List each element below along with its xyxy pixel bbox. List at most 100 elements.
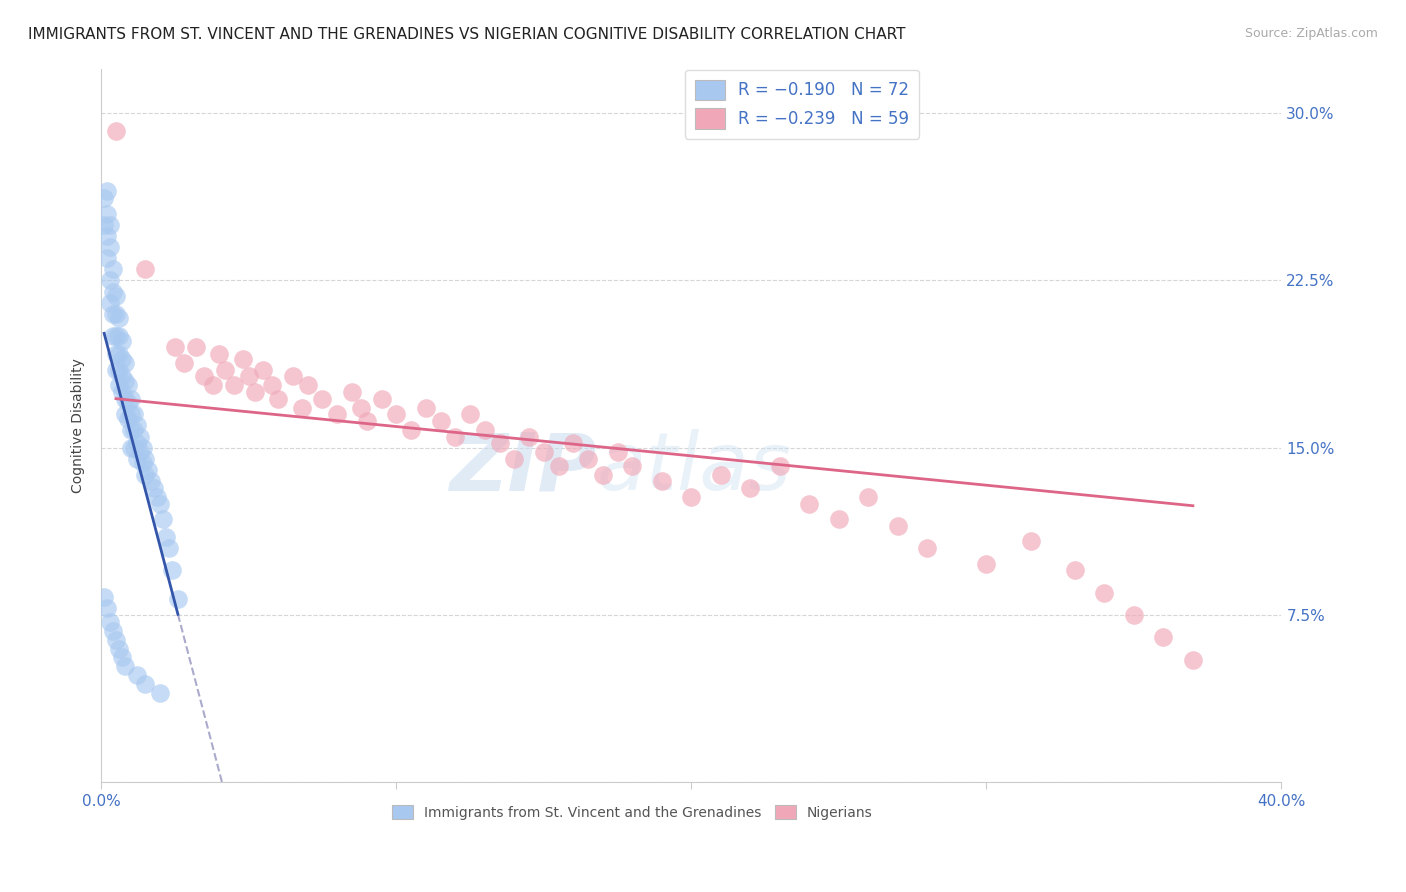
Point [117, 396, 139, 410]
Point [104, 307, 127, 321]
Point [104, 289, 127, 303]
Point [202, 378, 225, 392]
Point [326, 407, 349, 421]
Point [131, 456, 153, 470]
Point [125, 418, 148, 433]
Point [1122, 608, 1144, 623]
Point [340, 384, 363, 399]
Point [111, 351, 134, 366]
Point [96, 206, 118, 220]
Point [108, 311, 131, 326]
Point [769, 458, 792, 473]
Point [222, 378, 245, 392]
Point [163, 340, 186, 354]
Point [149, 496, 172, 510]
Point [111, 384, 134, 399]
Point [120, 407, 142, 421]
Point [122, 407, 145, 421]
Point [173, 356, 195, 370]
Legend: Immigrants from St. Vincent and the Grenadines, Nigerians: Immigrants from St. Vincent and the Gren… [387, 799, 879, 825]
Point [533, 445, 555, 459]
Point [238, 369, 260, 384]
Point [160, 563, 183, 577]
Point [104, 632, 127, 647]
Point [157, 541, 180, 555]
Point [101, 307, 124, 321]
Point [385, 407, 408, 421]
Point [167, 592, 190, 607]
Point [887, 518, 910, 533]
Point [98, 240, 121, 254]
Point [155, 530, 177, 544]
Point [429, 414, 451, 428]
Point [193, 369, 215, 384]
Point [1092, 586, 1115, 600]
Point [101, 624, 124, 638]
Point [547, 458, 569, 473]
Point [122, 441, 145, 455]
Point [681, 490, 703, 504]
Point [111, 369, 134, 384]
Point [1181, 653, 1204, 667]
Point [93, 191, 115, 205]
Point [444, 429, 467, 443]
Point [267, 392, 290, 406]
Point [262, 378, 284, 392]
Point [1152, 631, 1174, 645]
Point [976, 557, 998, 571]
Point [651, 474, 673, 488]
Point [114, 392, 136, 406]
Y-axis label: Cognitive Disability: Cognitive Disability [72, 358, 86, 493]
Point [125, 668, 148, 682]
Point [101, 285, 124, 299]
Point [111, 334, 134, 348]
Point [125, 436, 148, 450]
Point [128, 445, 150, 459]
Point [858, 490, 880, 504]
Point [98, 218, 121, 232]
Point [917, 541, 939, 555]
Point [592, 467, 614, 482]
Point [576, 451, 599, 466]
Text: IMMIGRANTS FROM ST. VINCENT AND THE GRENADINES VS NIGERIAN COGNITIVE DISABILITY : IMMIGRANTS FROM ST. VINCENT AND THE GREN… [28, 27, 905, 42]
Point [108, 378, 131, 392]
Point [125, 451, 148, 466]
Point [281, 369, 304, 384]
Point [474, 423, 496, 437]
Point [111, 650, 134, 665]
Point [799, 496, 821, 510]
Point [114, 659, 136, 673]
Text: Source: ZipAtlas.com: Source: ZipAtlas.com [1244, 27, 1378, 40]
Point [458, 407, 481, 421]
Point [122, 423, 145, 437]
Point [621, 458, 644, 473]
Point [1063, 563, 1085, 577]
Point [96, 184, 118, 198]
Point [134, 262, 156, 277]
Point [128, 429, 150, 443]
Point [120, 423, 142, 437]
Point [1019, 534, 1042, 549]
Point [98, 273, 121, 287]
Point [120, 441, 142, 455]
Point [134, 677, 156, 691]
Text: ZIP: ZIP [450, 429, 598, 508]
Point [117, 378, 139, 392]
Point [104, 124, 127, 138]
Point [606, 445, 628, 459]
Point [108, 362, 131, 376]
Point [243, 384, 266, 399]
Point [114, 407, 136, 421]
Point [96, 601, 118, 615]
Text: atlas: atlas [598, 429, 792, 508]
Point [131, 441, 153, 455]
Point [143, 481, 166, 495]
Point [828, 512, 851, 526]
Point [108, 329, 131, 343]
Point [399, 423, 422, 437]
Point [120, 392, 142, 406]
Point [104, 329, 127, 343]
Point [101, 262, 124, 277]
Point [740, 481, 762, 495]
Point [356, 414, 378, 428]
